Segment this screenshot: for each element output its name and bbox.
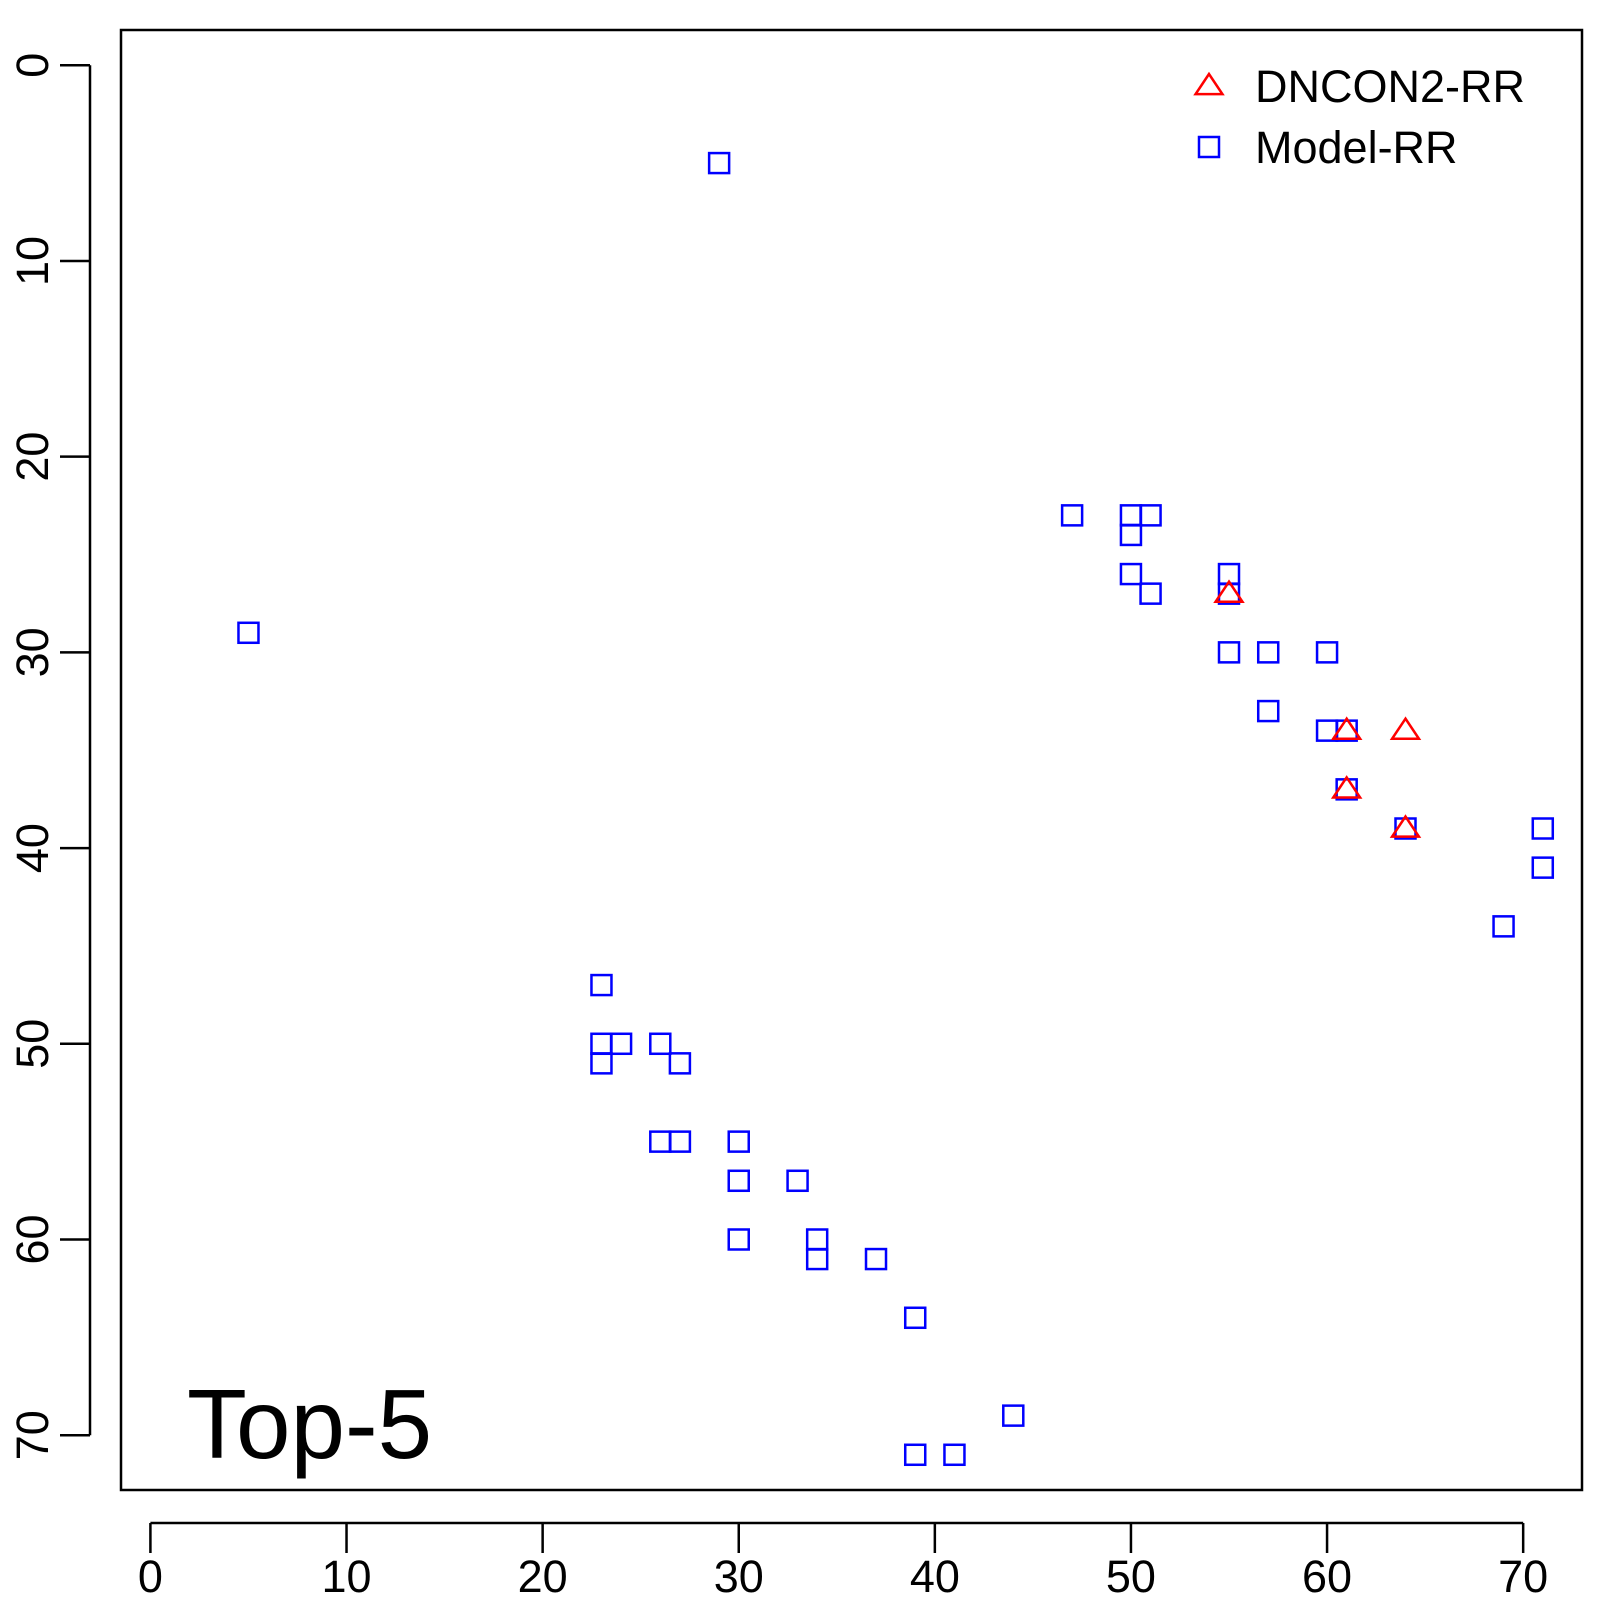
- x-tick-label: 10: [321, 1551, 371, 1600]
- y-tick-label: 0: [7, 53, 58, 78]
- square-point: [590, 973, 613, 997]
- plot-annotation: Top-5: [187, 1369, 432, 1479]
- y-axis: 0 10 20 30 40 50 60 70: [7, 53, 92, 1460]
- y-tick-label: 50: [7, 1019, 58, 1069]
- legend-item: Model-RR: [1197, 122, 1458, 173]
- legend-label: DNCON2-RR: [1255, 61, 1525, 112]
- square-icon: [1197, 135, 1221, 159]
- x-tick-label: 40: [910, 1551, 960, 1600]
- y-tick-label: 10: [7, 236, 58, 286]
- square-point: [1531, 817, 1555, 840]
- square-point: [1119, 562, 1143, 586]
- y-tick-label: 70: [7, 1410, 58, 1460]
- square-point: [786, 1169, 809, 1193]
- square-point: [864, 1247, 888, 1271]
- square-point: [1119, 523, 1143, 547]
- square-point: [903, 1306, 927, 1330]
- square-point: [1492, 915, 1515, 938]
- triangle-icon: [1193, 71, 1225, 96]
- triangle-point: [1330, 716, 1363, 741]
- square-point: [1531, 856, 1555, 879]
- legend-item: DNCON2-RR: [1193, 61, 1525, 112]
- legend: DNCON2-RR Model-RR: [1193, 61, 1525, 173]
- square-point: [1060, 504, 1084, 527]
- y-tick-label: 60: [7, 1214, 58, 1264]
- square-point: [649, 1032, 672, 1056]
- square-point: [668, 1052, 692, 1075]
- x-tick-label: 60: [1302, 1551, 1352, 1600]
- square-point: [609, 1032, 633, 1056]
- plot-frame: [119, 28, 1584, 1492]
- square-point: [1139, 504, 1162, 527]
- triangle-point: [1213, 579, 1245, 604]
- triangle-point: [1389, 814, 1422, 838]
- y-tick-label: 20: [7, 432, 58, 482]
- square-point: [1002, 1404, 1025, 1427]
- x-tick-label: 20: [518, 1551, 568, 1600]
- square-point: [943, 1443, 966, 1467]
- square-point: [805, 1247, 829, 1271]
- x-tick-label: 70: [1498, 1551, 1548, 1600]
- y-tick-label: 40: [7, 823, 58, 873]
- square-point: [1256, 699, 1280, 723]
- x-tick-label: 30: [714, 1551, 764, 1600]
- square-point: [668, 1130, 692, 1153]
- x-tick-label: 0: [138, 1551, 163, 1600]
- y-tick-label: 30: [7, 627, 58, 677]
- triangle-point: [1389, 716, 1422, 741]
- square-point: [727, 1169, 750, 1193]
- square-point: [1256, 641, 1280, 664]
- square-point: [903, 1443, 927, 1467]
- square-point: [590, 1052, 613, 1075]
- square-point: [727, 1228, 750, 1251]
- x-axis: 0 10 20 30 40 50 60 70: [138, 1521, 1548, 1600]
- triangle-point: [1330, 775, 1363, 799]
- square-point: [1139, 582, 1162, 605]
- legend-label: Model-RR: [1255, 122, 1458, 173]
- square-point: [727, 1130, 750, 1153]
- square-point: [707, 151, 731, 175]
- x-tick-label: 50: [1106, 1551, 1156, 1600]
- axes: 0 10 20 30 40 50 60 70 0 10 20 30 40 50 60 70: [7, 53, 1548, 1600]
- square-point: [1315, 641, 1339, 664]
- series-model-rr: [237, 151, 1555, 1467]
- series-dncon2-rr: [1213, 579, 1422, 838]
- data-points: [237, 151, 1555, 1467]
- square-point: [237, 621, 260, 645]
- square-point: [1217, 641, 1241, 664]
